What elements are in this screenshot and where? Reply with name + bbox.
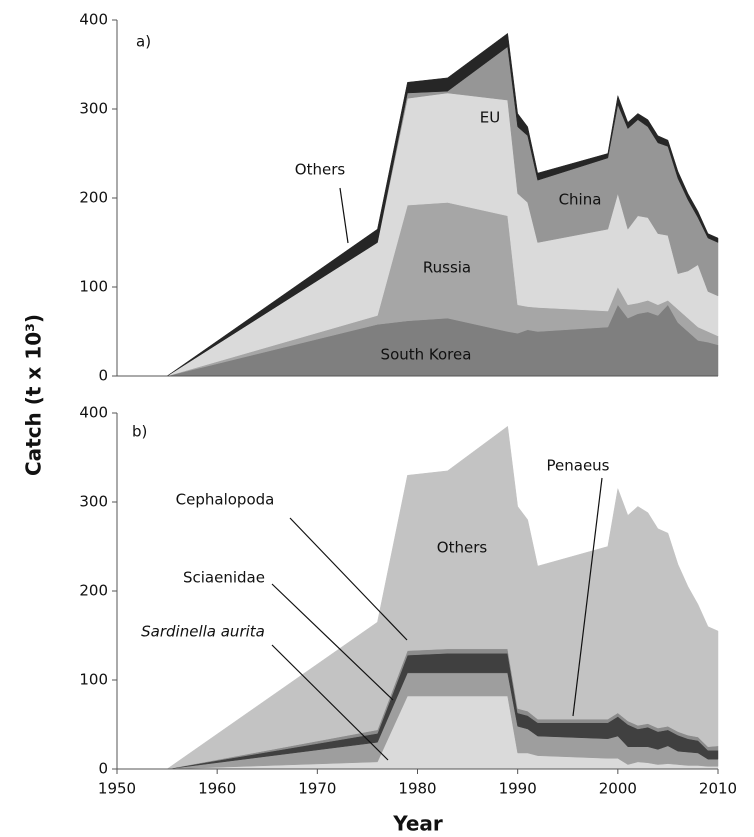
series-label: Sciaenidae xyxy=(183,569,265,587)
leader-line xyxy=(271,583,394,701)
x-tick-label: 1970 xyxy=(298,780,336,798)
y-tick-label: 100 xyxy=(79,278,108,296)
series-label: South Korea xyxy=(381,346,472,364)
y-tick-label: 400 xyxy=(79,11,108,29)
series-label: EU xyxy=(480,109,500,127)
series-label: Others xyxy=(295,161,346,179)
series-label: Sardinella aurita xyxy=(141,623,265,641)
leader-line xyxy=(289,517,408,641)
y-tick-label: 300 xyxy=(79,493,108,511)
leader-line xyxy=(572,477,603,717)
y-tick-label: 200 xyxy=(79,582,108,600)
x-tick-label: 1960 xyxy=(198,780,236,798)
x-tick-label: 1990 xyxy=(499,780,537,798)
x-tick-label: 1980 xyxy=(398,780,436,798)
x-tick-label: 1950 xyxy=(98,780,136,798)
series-label: China xyxy=(559,191,602,209)
y-tick-label: 0 xyxy=(98,760,108,778)
panel-label: a) xyxy=(136,33,151,51)
area xyxy=(117,425,719,770)
series-label: Penaeus xyxy=(547,457,610,475)
x-tick-label: 2010 xyxy=(699,780,737,798)
y-tick-label: 200 xyxy=(79,189,108,207)
series-label: Cephalopoda xyxy=(176,491,275,509)
leader-line xyxy=(271,644,389,761)
series-label: Russia xyxy=(423,259,471,277)
area xyxy=(117,32,719,377)
y-axis-label: Catch (t x 10³) xyxy=(22,314,46,476)
y-tick-label: 100 xyxy=(79,671,108,689)
panel-label: b) xyxy=(132,423,147,441)
y-tick-label: 400 xyxy=(79,404,108,422)
x-axis-label: Year xyxy=(392,812,443,836)
series-label: Others xyxy=(437,539,488,557)
x-tick-label: 2000 xyxy=(599,780,637,798)
leader-line xyxy=(339,187,349,244)
y-tick-label: 0 xyxy=(98,367,108,385)
y-tick-label: 300 xyxy=(79,100,108,118)
